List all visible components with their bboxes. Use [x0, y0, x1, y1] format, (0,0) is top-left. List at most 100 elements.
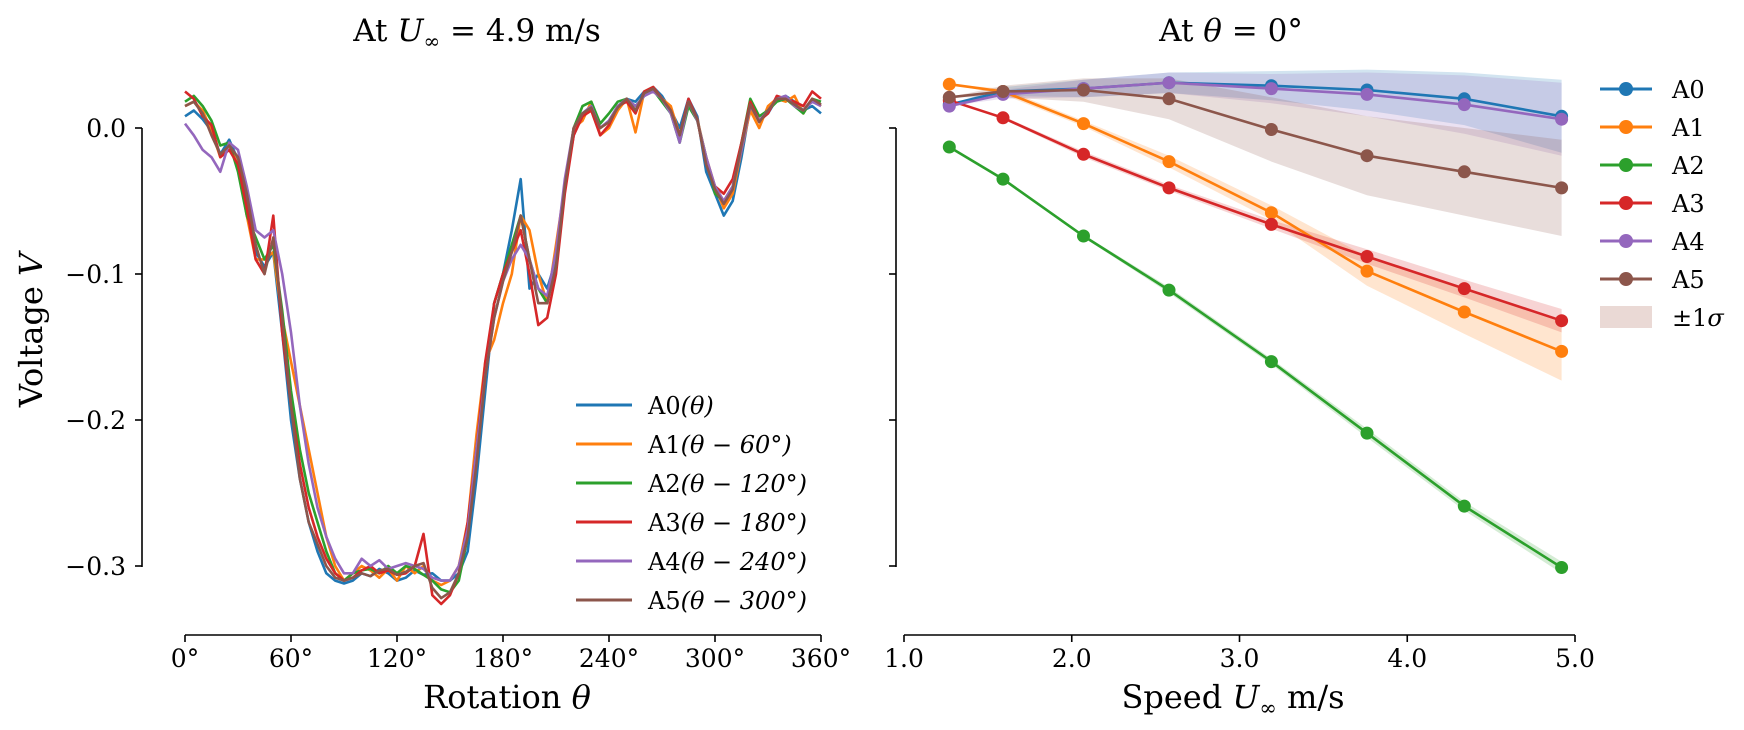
right-sigma-bands: [949, 69, 1562, 574]
right-series-group: [942, 76, 1569, 574]
right-series-point-2: [1360, 426, 1374, 440]
right-series-line-3: [948, 99, 1563, 322]
right-sigma-band-2: [949, 147, 1562, 574]
right-sigma-band-3: [949, 100, 1562, 333]
right-series-point-1: [1457, 305, 1471, 319]
left-y-tick-label: −0.2: [65, 406, 126, 435]
left-legend-label-0: A0(θ): [647, 392, 714, 420]
right-series-point-1: [942, 77, 956, 91]
right-series-line-4: [949, 81, 1562, 121]
left-legend-label-1: A1(θ − 60°): [647, 431, 792, 459]
right-legend-label-3: A3: [1671, 190, 1705, 218]
right-x-tick-label: 5.0: [1555, 644, 1595, 673]
right-series-point-1: [1555, 344, 1569, 358]
right-x-tick-label: 3.0: [1220, 644, 1260, 673]
right-series-point-5: [1457, 165, 1471, 179]
right-sigma-band-0: [949, 69, 1562, 153]
right-series-point-5: [1264, 123, 1278, 136]
left-x-tick-label: 240°: [579, 644, 639, 673]
left-x-tick-label: 60°: [269, 644, 313, 673]
left-legend-label-2: A2(θ − 120°): [647, 470, 807, 498]
left-y-tick-label: −0.1: [65, 260, 126, 289]
left-x-tick-label: 360°: [791, 644, 851, 673]
right-series-line-2: [948, 145, 1563, 569]
right-legend-sigma-label: ±1σ: [1672, 304, 1724, 332]
right-series-point-4: [1555, 112, 1569, 126]
right-legend-marker-0: [1619, 82, 1633, 96]
right-legend-marker-5: [1619, 272, 1633, 286]
left-title: At U∞ = 4.9 m/s: [352, 13, 601, 53]
left-x-tick-label: 180°: [473, 644, 533, 673]
right-panel: At θ = 0° 1.0 2.0 3.0 4.0 5.0 Speed U∞ m/s A…: [884, 13, 1724, 720]
right-legend-marker-1: [1619, 120, 1633, 134]
left-legend-label-4: A4(θ − 240°): [647, 548, 807, 576]
right-sigma-band-5: [949, 78, 1562, 237]
right-series-point-3: [1162, 181, 1176, 195]
left-x-ticks: 0° 60° 120° 180° 240° 300° 360°: [171, 635, 851, 673]
right-series-point-2: [1457, 499, 1471, 513]
right-series-point-4: [1264, 82, 1278, 96]
right-legend-label-1: A1: [1671, 114, 1705, 142]
right-series-point-2: [1264, 355, 1278, 369]
left-y-label: Voltage V: [12, 250, 50, 408]
right-series-point-5: [1077, 83, 1090, 97]
right-legend-marker-2: [1619, 158, 1633, 172]
right-series-point-3: [1077, 147, 1090, 161]
right-series-point-5: [996, 85, 1010, 98]
right-series-point-3: [1360, 250, 1374, 263]
right-series-point-2: [1162, 283, 1176, 297]
right-x-tick-label: 1.0: [884, 644, 924, 673]
right-series-point-5: [1162, 92, 1176, 106]
left-legend-label-3: A3(θ − 180°): [647, 509, 807, 537]
right-sigma-band-1: [949, 84, 1562, 381]
right-y-ticks: [889, 127, 896, 567]
right-series-point-1: [1077, 117, 1090, 131]
left-series-line-4: [183, 90, 822, 582]
right-legend-sigma-swatch: [1600, 306, 1652, 328]
left-panel: At U∞ = 4.9 m/s 0.0 −0.1 −0.2 −0.3 0° 60° 120…: [12, 13, 851, 716]
right-legend-label-2: A2: [1671, 152, 1705, 180]
left-x-tick-label: 300°: [685, 644, 745, 673]
right-legend-label-0: A0: [1671, 76, 1705, 104]
left-y-ticks: 0.0 −0.1 −0.2 −0.3: [65, 114, 142, 581]
right-series-point-2: [1555, 561, 1569, 574]
left-x-label: Rotation θ: [423, 678, 591, 716]
right-series-point-1: [1360, 264, 1374, 278]
right-series-point-5: [1555, 181, 1569, 195]
right-series-point-2: [942, 140, 956, 154]
right-series-point-4: [1360, 87, 1374, 101]
left-legend: A0(θ) A1(θ − 60°) A2(θ − 120°) A3(θ − 180°)…: [576, 392, 807, 615]
right-x-ticks: 1.0 2.0 3.0 4.0 5.0: [884, 635, 1595, 673]
right-x-label: Speed U∞ m/s: [1121, 678, 1344, 720]
right-series-point-2: [1077, 229, 1090, 243]
right-legend-marker-4: [1619, 234, 1633, 248]
left-series-group: [183, 85, 822, 606]
right-series-point-4: [1457, 98, 1471, 112]
left-x-tick-label: 120°: [367, 644, 427, 673]
right-series-point-5: [1360, 149, 1374, 163]
left-y-tick-label: 0.0: [86, 114, 126, 143]
right-series-line-1: [949, 82, 1563, 353]
right-legend-marker-3: [1619, 196, 1633, 210]
right-series-point-1: [1162, 155, 1176, 169]
right-series-point-1: [1264, 206, 1278, 220]
right-legend: A0 A1 A2 A3 A4 A5 ±1σ: [1600, 76, 1724, 332]
right-legend-label-5: A5: [1671, 266, 1705, 294]
left-legend-label-5: A5(θ − 300°): [647, 587, 807, 615]
right-title: At θ = 0°: [1158, 13, 1303, 49]
left-y-tick-label: −0.3: [65, 552, 126, 581]
right-series-point-3: [1555, 314, 1569, 328]
right-x-tick-label: 2.0: [1052, 644, 1092, 673]
right-series-point-4: [1162, 76, 1176, 90]
right-series-point-3: [1457, 282, 1471, 296]
left-x-tick-label: 0°: [171, 644, 199, 673]
left-series-line-5: [184, 87, 822, 600]
right-series-point-3: [1264, 217, 1278, 231]
right-series-point-3: [996, 111, 1010, 125]
right-series-point-5: [942, 90, 956, 104]
right-series-line-5: [949, 88, 1562, 190]
right-series-point-2: [996, 172, 1010, 186]
right-legend-label-4: A4: [1671, 228, 1705, 256]
right-x-tick-label: 4.0: [1387, 644, 1427, 673]
